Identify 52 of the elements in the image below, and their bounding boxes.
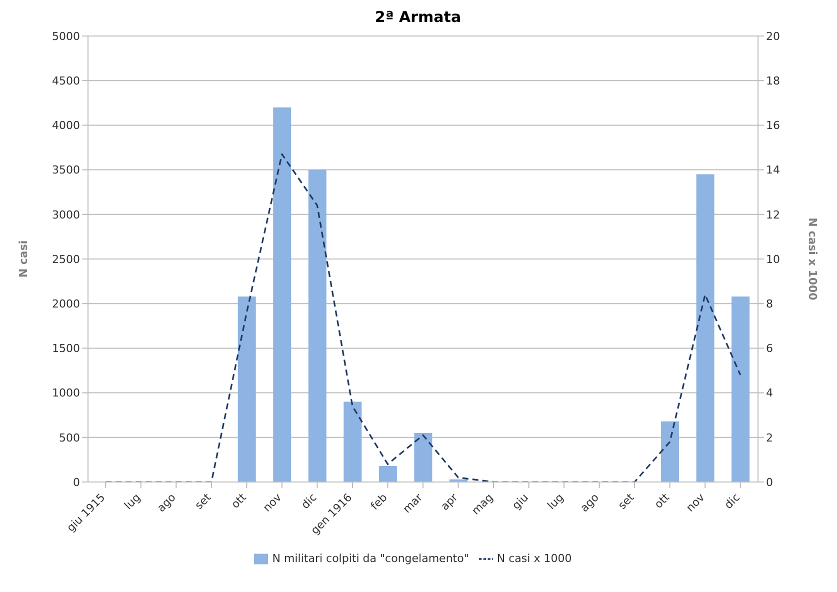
x-tick-label: nov: [684, 490, 708, 514]
bar: [308, 170, 326, 482]
y-tick-label: 0: [73, 476, 80, 489]
x-tick-label: nov: [260, 490, 284, 514]
x-tick-label: dic: [722, 490, 742, 512]
legend-label: N casi x 1000: [496, 552, 572, 566]
x-tick-label: ott: [652, 490, 672, 511]
y2-tick-label: 20: [766, 30, 780, 43]
bar: [273, 107, 292, 482]
x-tick-label: dic: [298, 490, 320, 512]
bar: [661, 421, 680, 482]
y-axis-title: N casi: [16, 240, 30, 278]
legend-label: N militari colpiti da "congelamento": [272, 552, 469, 566]
x-tick-label: apr: [438, 490, 461, 514]
y-tick-label: 1500: [52, 342, 80, 356]
bar: [238, 296, 256, 482]
x-tick-label: ago: [578, 490, 602, 515]
y-tick-label: 2000: [52, 298, 80, 311]
x-tick-label: lug: [122, 490, 144, 512]
x-tick-label: set: [192, 490, 214, 512]
x-tick-label: giu: [510, 490, 531, 512]
y2-tick-label: 12: [766, 208, 780, 222]
y-tick-label: 2500: [52, 252, 80, 266]
bar: [732, 296, 750, 482]
x-tick-label: ott: [228, 490, 250, 511]
y2-tick-label: 18: [766, 74, 780, 88]
y2-tick-label: 2: [766, 431, 773, 444]
y-tick-label: 4000: [52, 119, 80, 132]
chart-title: 2ª Armata: [374, 8, 462, 26]
bar: [378, 466, 397, 482]
y-tick-label: 1000: [52, 386, 80, 400]
y-tick-label: 4500: [52, 74, 80, 88]
y2-tick-label: 6: [766, 342, 773, 356]
y-tick-label: 3500: [52, 164, 80, 177]
x-tick-label: lug: [544, 490, 566, 512]
y-tick-label: 500: [59, 431, 80, 444]
y2-axis-title: N casi x 1000: [806, 218, 820, 301]
x-tick-label: feb: [368, 490, 390, 513]
y2-tick-label: 14: [766, 164, 780, 177]
bar: [696, 174, 714, 482]
y-tick-label: 3000: [52, 208, 80, 222]
y2-tick-label: 4: [766, 386, 773, 400]
bar: [344, 402, 362, 482]
bar: [414, 432, 432, 482]
y2-tick-label: 10: [766, 252, 780, 266]
y2-tick-label: 0: [766, 476, 773, 489]
x-tick-label: ago: [154, 490, 178, 515]
y2-tick-label: 16: [766, 119, 780, 132]
x-tick-label: set: [616, 490, 638, 512]
y-tick-label: 5000: [52, 30, 80, 43]
y2-tick-label: 8: [766, 298, 773, 311]
line-series: [104, 153, 742, 482]
